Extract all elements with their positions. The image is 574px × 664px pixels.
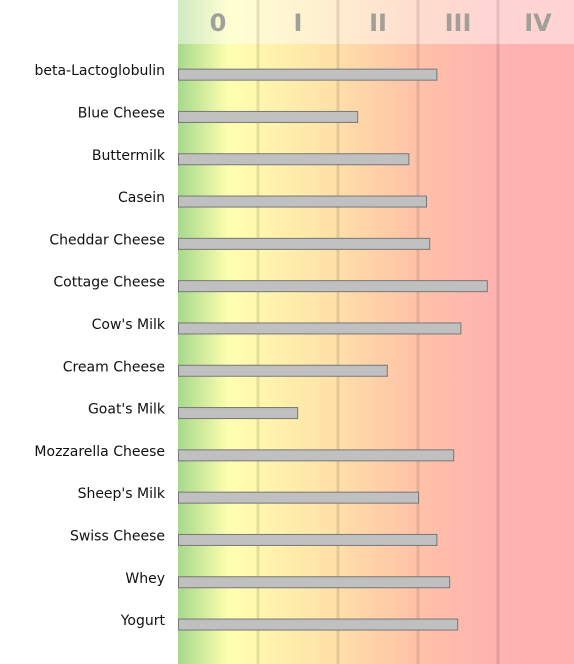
category-label: Blue Cheese — [78, 105, 165, 121]
bar — [178, 280, 488, 293]
category-label: Mozzarella Cheese — [34, 444, 165, 460]
category-label: Goat's Milk — [88, 402, 166, 418]
category-label: Cow's Milk — [92, 317, 166, 333]
x-tick-label: 0 — [210, 9, 227, 37]
category-label: Cottage Cheese — [53, 275, 165, 291]
category-label: beta-Lactoglobulin — [34, 63, 165, 79]
bar — [178, 576, 451, 589]
bar — [178, 491, 419, 504]
bar — [178, 153, 410, 166]
header-band — [178, 0, 574, 44]
category-label: Sheep's Milk — [78, 486, 166, 502]
category-label: Whey — [125, 571, 165, 587]
bar — [178, 68, 438, 81]
bar — [178, 322, 462, 335]
category-label: Yogurt — [120, 613, 166, 629]
x-tick-label: IV — [524, 9, 552, 37]
category-label: Casein — [118, 190, 165, 206]
bar — [178, 110, 359, 123]
x-tick-label: I — [294, 9, 303, 37]
x-tick-label: II — [369, 9, 387, 37]
bar — [178, 449, 455, 462]
x-tick-label: III — [445, 9, 472, 37]
bar — [178, 195, 427, 208]
category-label: Cream Cheese — [63, 359, 165, 375]
bar — [178, 618, 459, 631]
category-label: Buttermilk — [92, 148, 166, 164]
category-label: Swiss Cheese — [70, 528, 165, 544]
bar — [178, 533, 438, 546]
bar — [178, 237, 431, 250]
bar — [178, 407, 299, 420]
category-label: Cheddar Cheese — [49, 232, 165, 248]
bar — [178, 364, 388, 377]
